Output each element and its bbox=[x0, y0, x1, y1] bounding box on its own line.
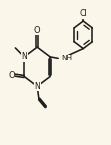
Text: N: N bbox=[21, 52, 27, 61]
Text: N: N bbox=[34, 82, 40, 91]
Text: O: O bbox=[34, 26, 41, 35]
Text: NH: NH bbox=[61, 55, 72, 61]
Text: Cl: Cl bbox=[80, 9, 88, 18]
Text: O: O bbox=[8, 70, 15, 80]
